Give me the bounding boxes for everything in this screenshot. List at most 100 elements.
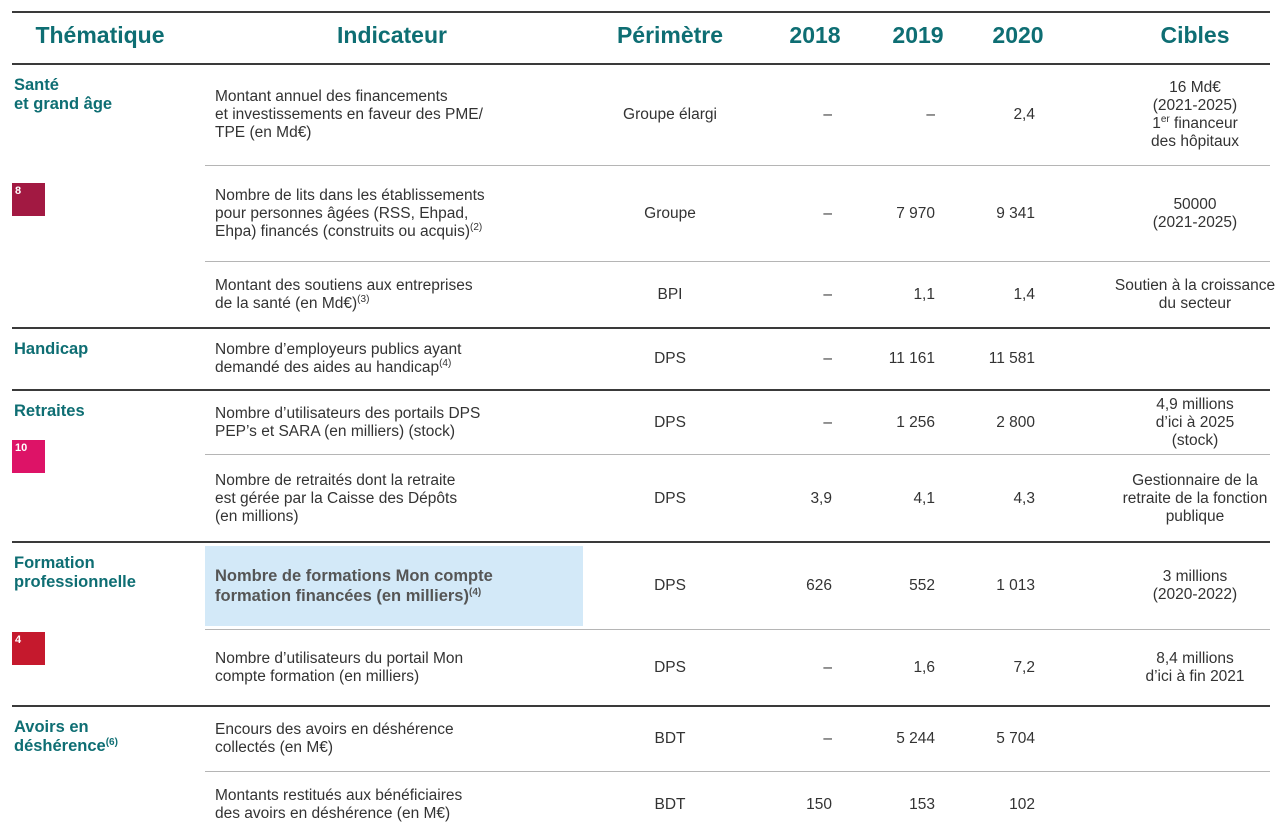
rule: [12, 11, 1270, 13]
target-line: Gestionnaire de la: [1132, 471, 1258, 489]
year-value: 1,6: [840, 630, 935, 706]
text: Ehpa) financés (construits ou acquis): [215, 223, 471, 240]
value-text: 1 256: [896, 413, 935, 431]
rule: [12, 327, 1270, 329]
perimeter-text: Groupe élargi: [623, 106, 717, 123]
perimeter: DPS: [590, 630, 750, 706]
indicator-line: TPE (en Md€): [215, 124, 312, 141]
indicator-line: compte formation (en milliers): [215, 668, 420, 685]
value-text: –: [823, 730, 832, 747]
theme-line: Avoirs en: [14, 718, 89, 736]
perimeter: DPS: [590, 542, 750, 630]
value-text: 7,2: [1013, 659, 1035, 676]
indicator-line: Nombre de lits dans les établissements: [215, 187, 485, 204]
theme-line: Formation: [14, 554, 95, 572]
year-value: 7 970: [840, 166, 935, 262]
year-value: 552: [840, 542, 935, 630]
value-text: 2 800: [996, 413, 1035, 431]
text: de la santé (en Md€): [215, 295, 358, 312]
indicator-line: Montants restitués aux bénéficiaires: [215, 787, 463, 804]
theme: Handicap: [14, 340, 204, 359]
indicator-line: est gérée par la Caisse des Dépôts: [215, 489, 458, 507]
perimeter: BPI: [590, 262, 750, 328]
target-line: retraite de la fonction: [1122, 489, 1268, 507]
perimeter-text: DPS: [654, 413, 686, 431]
perimeter: DPS: [590, 390, 750, 455]
indicator: Nombre de lits dans les établissements po…: [215, 166, 585, 262]
indicator-line: Montant annuel des financements: [215, 88, 448, 105]
value-text: 1,6: [913, 659, 935, 676]
rule: [205, 771, 1270, 772]
value-text: 150: [806, 796, 832, 813]
year-value: –: [740, 166, 832, 262]
target: 3 millions (2020-2022): [1110, 542, 1280, 630]
year-value: –: [740, 328, 832, 390]
indicator-line: Encours des avoirs en déshérence: [215, 721, 454, 738]
year-value: 11 581: [940, 328, 1035, 390]
year-value: 626: [740, 542, 832, 630]
rule: [205, 165, 1270, 166]
value-text: –: [823, 106, 832, 123]
indicator-line: (en millions): [215, 507, 299, 525]
year-value: 4,3: [940, 455, 1035, 542]
perimeter: Groupe: [590, 166, 750, 262]
value-text: 11 161: [888, 350, 935, 367]
indicator-line: Nombre de retraités dont la retraite: [215, 471, 456, 489]
target: 16 Md€ (2021-2025) 1er financeur des hôpita…: [1110, 64, 1280, 166]
target-line: (2021-2025): [1152, 97, 1238, 114]
indicator-line: Nombre de formations Mon compte: [215, 567, 493, 585]
value-text: 2,4: [1013, 106, 1035, 123]
year-value: 11 161: [840, 328, 935, 390]
target: 50000 (2021-2025): [1110, 166, 1280, 262]
theme: Formation professionnelle: [14, 554, 204, 592]
note: (2): [470, 222, 483, 233]
indicator-line: formation financées (en milliers)(4): [215, 586, 585, 606]
perimeter-text: Groupe: [644, 205, 696, 222]
indicator-line: Ehpa) financés (construits ou acquis)(2): [215, 223, 585, 241]
target-line: Soutien à la croissance: [1114, 277, 1276, 294]
perimeter-text: DPS: [654, 659, 686, 676]
target-line: des hôpitaux: [1151, 133, 1239, 150]
value-text: –: [823, 350, 832, 367]
value-text: –: [926, 106, 935, 123]
theme: Avoirs en déshérence(6): [14, 718, 204, 756]
value-text: 102: [1009, 796, 1035, 813]
year-value: 1 013: [940, 542, 1035, 630]
year-value: –: [740, 64, 832, 166]
column-header: 2020: [992, 22, 1044, 48]
target-line: 4,9 millions: [1156, 395, 1234, 413]
target-line: 50000: [1173, 196, 1217, 213]
indicator-line: Nombre d’utilisateurs des portails DPS: [215, 404, 481, 422]
year-value: 1 256: [840, 390, 935, 455]
indicator-line: Nombre d’employeurs publics ayant: [215, 341, 462, 358]
year-value: 5 244: [840, 706, 935, 772]
perimeter-text: BDT: [654, 730, 686, 747]
column-header: Cibles: [1160, 22, 1230, 48]
rule: [12, 705, 1270, 707]
value-text: 4,3: [1013, 489, 1035, 507]
perimeter: BDT: [590, 772, 750, 838]
target-line: d’ici à fin 2021: [1145, 668, 1245, 685]
indicator-line: de la santé (en Md€)(3): [215, 295, 585, 313]
indicator-line: collectés (en M€): [215, 739, 334, 756]
text: 1: [1152, 115, 1161, 132]
year-value: –: [740, 390, 832, 455]
indicator: Montant annuel des financements et invest…: [215, 64, 585, 166]
target: [1110, 706, 1280, 772]
text: financeur: [1169, 115, 1238, 132]
rule: [12, 63, 1270, 65]
indicator: Encours des avoirs en déshérence collecté…: [215, 706, 585, 772]
text: formation financées (en milliers): [215, 587, 469, 605]
note: (4): [439, 358, 452, 369]
rule: [12, 389, 1270, 391]
year-value: –: [740, 262, 832, 328]
rule: [205, 261, 1270, 262]
theme: Retraites: [14, 402, 204, 421]
year-value: –: [840, 64, 935, 166]
indicator: Montant des soutiens aux entreprises de l…: [215, 262, 585, 328]
target: 4,9 millions d’ici à 2025 (stock): [1110, 390, 1280, 455]
note: (6): [105, 737, 118, 748]
target-line: 8,4 millions: [1156, 650, 1234, 667]
perimeter-text: DPS: [654, 489, 686, 507]
note: er: [1160, 114, 1170, 125]
